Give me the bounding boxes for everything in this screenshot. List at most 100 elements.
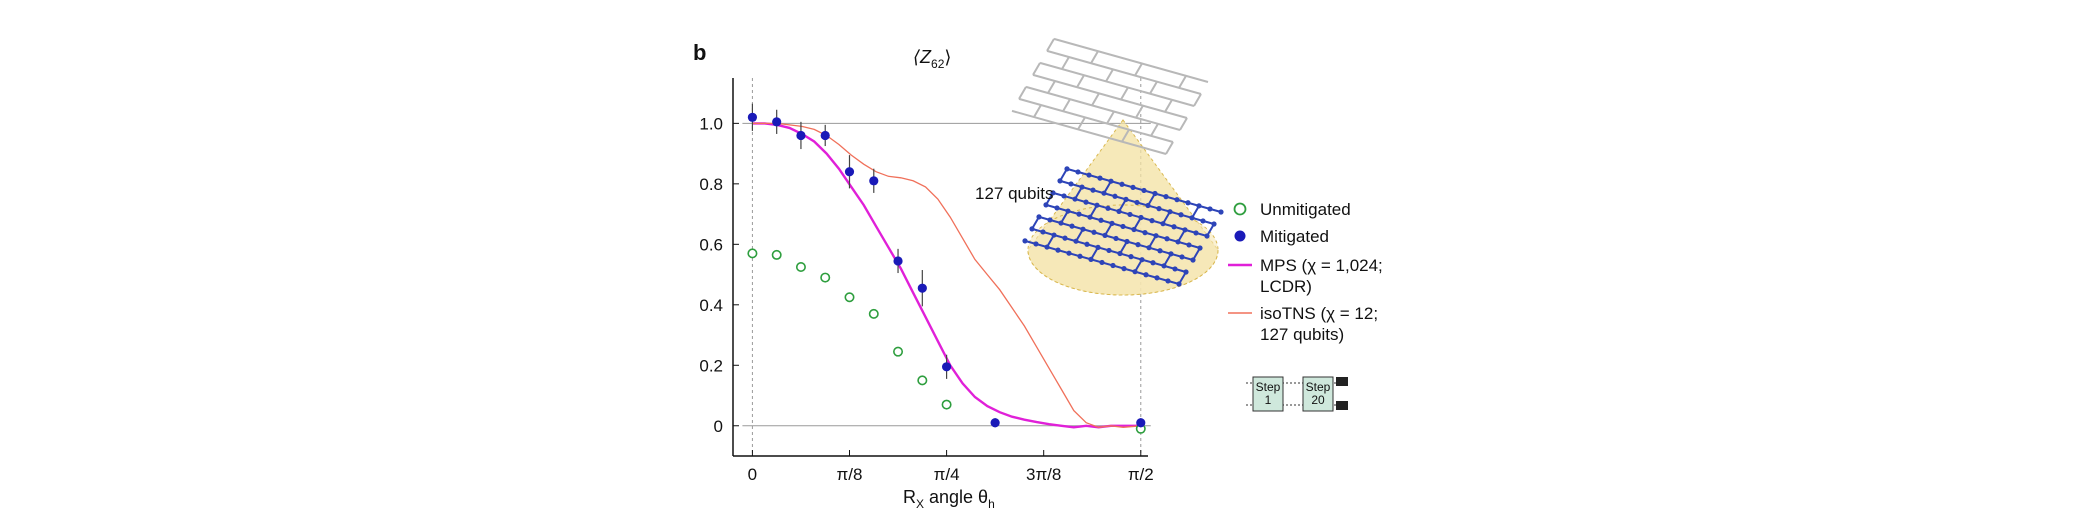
lattice-top-link-3-2 [1047,80,1056,94]
lattice-bottom-qubit-1-11 [1178,212,1184,218]
x-tick-label-4: π/2 [1128,465,1154,484]
lattice-top-link-0-0 [1046,38,1055,52]
lattice-bottom-qubit-3-4 [1087,214,1093,220]
lattice-bottom-qubit-3-8 [1131,226,1137,233]
lattice-top-link-0-4 [1090,50,1099,64]
lattice-bottom-qubit-5-0 [1029,226,1035,232]
legend-marker-mitigated [1234,230,1246,242]
point-unmitigated-3 [820,272,831,283]
lattice-bottom-qubit-0-9 [1163,194,1169,200]
legend-label-isotns-1: isoTNS (χ = 12; [1260,304,1378,323]
lattice-bottom-qubit-1-3 [1090,187,1096,193]
lattice-bottom-qubit-6-4 [1066,250,1072,256]
lattice-inset: 127 qubits [975,37,1224,296]
point-mitigated-1 [772,117,782,127]
lattice-top-link-2-12 [1164,99,1173,113]
point-unmitigated-4 [844,292,855,303]
point-unmitigated-0 [747,248,758,259]
y-tick-label-0: 0 [714,417,723,436]
lattice-top-row-6 [1011,109,1167,155]
lattice-top-link-4-12 [1150,123,1159,137]
chart-title: ⟨Z62⟩ [913,47,951,71]
lattice-bottom-qubit-4-7 [1113,235,1119,242]
lattice-bottom-qubit-2-11 [1171,224,1177,230]
lattice-bottom-qubit-2-13 [1193,230,1199,236]
legend-label-unmitigated: Unmitigated [1260,200,1351,219]
lattice-bottom-qubit-0-2 [1086,172,1092,178]
lattice-top-link-1-6 [1105,68,1114,82]
series-line-mps [752,122,1141,429]
lattice-bottom-qubit-0-10 [1174,197,1180,203]
lattice-bottom-qubit-6-5 [1077,253,1083,259]
lattice-bottom-qubit-3-13 [1186,242,1192,248]
lattice-bottom-qubit-0-13 [1207,206,1213,212]
point-mitigated-6 [893,256,903,266]
panel-label: b [693,40,706,65]
x-axis-label: RX angle θh [903,487,995,511]
circuit-step-last-line2: 20 [1311,393,1325,407]
y-tick-label-5: 1.0 [699,114,723,133]
lattice-bottom-qubit-6-6 [1088,256,1094,262]
circuit-step-first-line1: Step [1256,380,1281,394]
lattice-bottom-qubit-1-5 [1112,193,1118,199]
lattice-bottom-qubit-2-3 [1083,199,1089,205]
lattice-bottom-qubit-2-6 [1116,208,1122,214]
lattice-top-link-5-2 [1033,104,1042,118]
lattice-bottom-qubit-0-11 [1185,200,1191,206]
lattice-top-row-5 [1018,97,1174,143]
series-line-isotns [752,122,1141,428]
lattice-top-link-2-8 [1120,87,1129,101]
lattice-top-link-5-14 [1165,141,1174,155]
lattice-bottom-qubit-3-1 [1054,205,1060,211]
legend-marker-unmitigated [1233,202,1247,216]
measure-icon-bottom [1336,401,1348,410]
lattice-top-row-2 [1039,61,1195,107]
lattice-bottom-qubit-1-8 [1145,202,1151,209]
lattice-top-link-5-6 [1077,116,1086,130]
lattice-bottom-qubit-4-10 [1146,245,1152,251]
lattice-bottom-qubit-6-0 [1022,238,1028,244]
point-mitigated-2 [796,130,806,141]
lattice-bottom-qubit-2-10 [1160,221,1166,227]
lattice-bottom-qubit-6-10 [1132,269,1138,275]
lattice-bottom-qubit-4-2 [1058,220,1064,226]
lattice-bottom-qubit-1-7 [1134,199,1140,206]
lattice-top-row-3 [1032,73,1188,119]
lattice-bottom-qubit-0-5 [1119,181,1125,187]
y-tick-label-4: 0.8 [699,175,723,194]
x-tick-label-3: 3π/8 [1026,465,1061,484]
lattice-bottom-qubit-5-11 [1150,260,1156,266]
lattice-bottom-qubit-0-14 [1218,209,1224,215]
lattice-bottom-qubit-4-9 [1135,242,1141,248]
lattice-top-link-4-8 [1106,111,1115,125]
measure-icon-top [1336,377,1348,386]
lattice-bottom-qubit-4-6 [1102,232,1108,238]
lattice-top-row-0 [1053,37,1209,83]
lattice-bottom-qubit-0-1 [1075,169,1081,175]
lattice-bottom-qubit-6-3 [1055,247,1061,253]
series-lines [752,122,1141,429]
lattice-bottom-qubit-2-1 [1061,193,1067,199]
lattice-bottom-qubit-2-2 [1072,196,1078,202]
point-unmitigated-2 [795,261,806,272]
lattice-bottom-qubit-3-0 [1043,202,1049,208]
circuit-step-last-line1: Step [1306,380,1331,394]
lattice-top-link-3-6 [1091,92,1100,106]
legend-label-mps-1: MPS (χ = 1,024; [1260,256,1383,275]
lattice-bottom-qubit-5-8 [1117,250,1123,257]
lattice-top-link-2-0 [1032,62,1041,76]
lattice-bottom-qubit-6-7 [1099,259,1105,266]
lattice-top-link-0-8 [1134,63,1143,77]
lattice-bottom-qubit-3-11 [1164,236,1170,242]
point-unmitigated-5 [868,308,879,319]
lattice-bottom-qubit-6-14 [1176,281,1182,287]
lattice-bottom-qubit-1-9 [1156,206,1162,212]
point-mitigated-0 [747,112,758,122]
x-axis-label-sub2: h [988,497,995,511]
lattice-bottom-qubit-4-11 [1157,248,1163,254]
y-tick-label-2: 0.4 [699,296,723,315]
lattice-bottom-qubit-6-12 [1154,275,1160,281]
lattice-bottom-qubit-4-1 [1047,217,1053,223]
lattice-bottom-qubit-1-12 [1189,215,1195,221]
